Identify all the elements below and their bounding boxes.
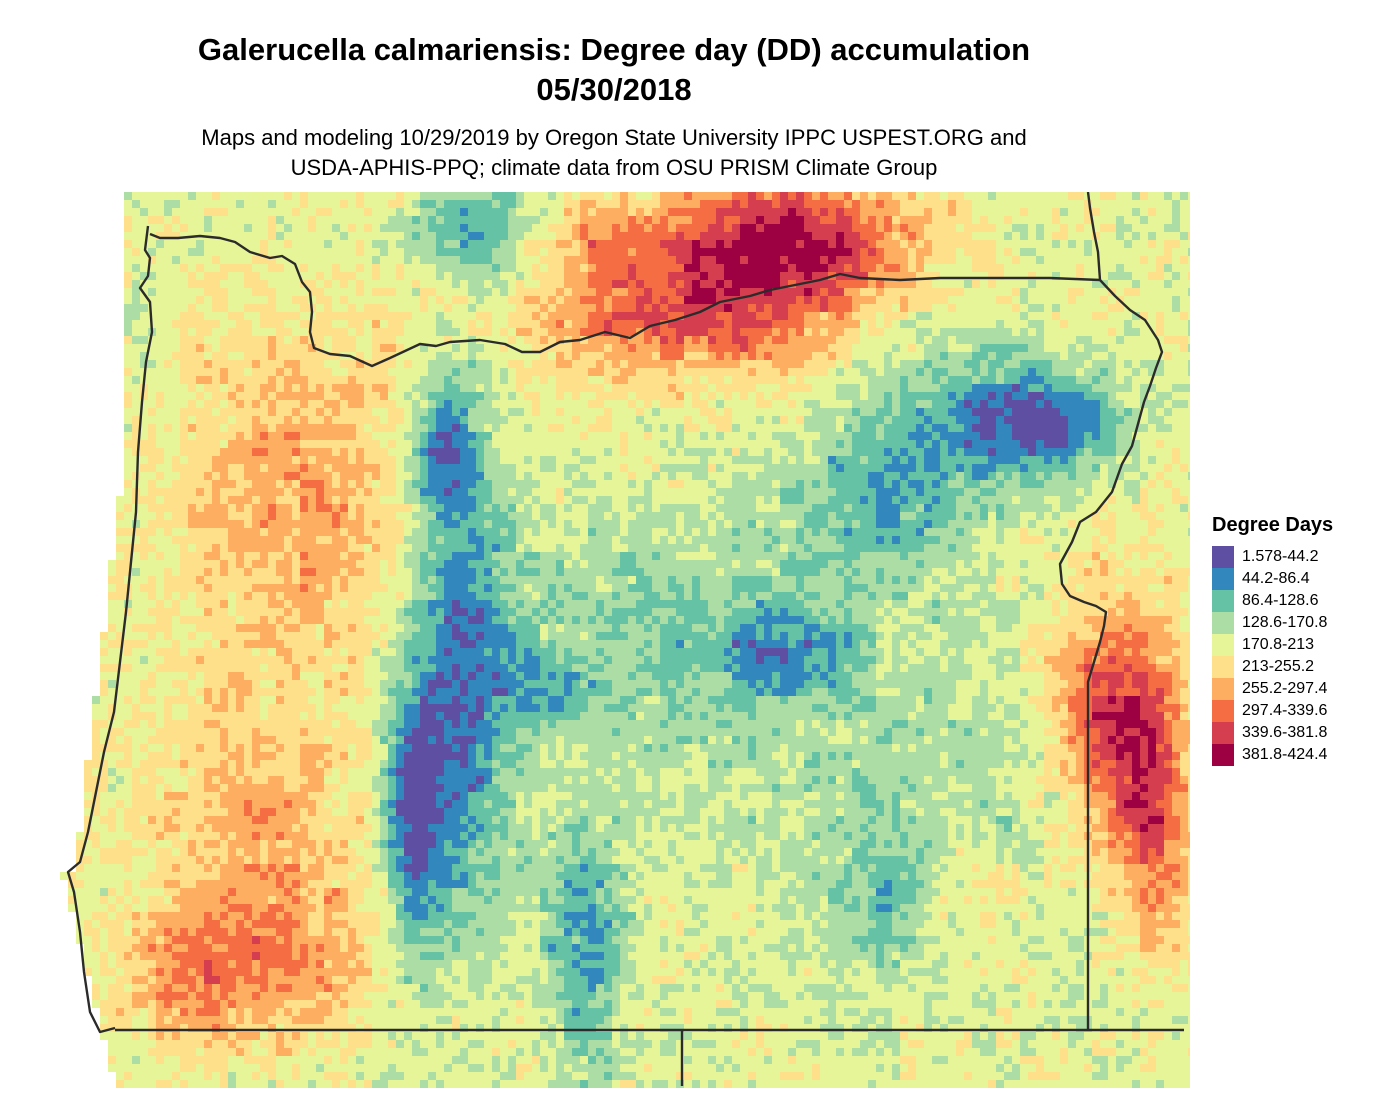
legend-label: 213-255.2 <box>1242 658 1315 675</box>
legend-label: 128.6-170.8 <box>1242 614 1328 631</box>
legend-item: 297.4-339.6 <box>1212 700 1333 722</box>
legend-title: Degree Days <box>1212 514 1334 536</box>
map-date: 05/30/2018 <box>536 72 692 107</box>
legend-label: 339.6-381.8 <box>1242 724 1328 741</box>
legend-item: 1.578-44.2 <box>1212 546 1333 568</box>
legend-item: 213-255.2 <box>1212 656 1333 678</box>
eastern-border <box>1058 279 1164 1030</box>
legend-items: 1.578-44.2 44.2-86.4 86.4-128.6 128.6-170.8… <box>1212 546 1333 766</box>
legend-label: 170.8-213 <box>1242 636 1315 653</box>
legend-label: 255.2-297.4 <box>1242 680 1328 697</box>
degree-day-map <box>60 192 1190 1088</box>
map-title: Galerucella calmariensis: Degree day (DD… <box>197 32 1031 67</box>
legend-swatch <box>1212 744 1234 766</box>
legend-item: 339.6-381.8 <box>1212 722 1333 744</box>
columbia-river <box>149 232 1101 368</box>
legend-item: 128.6-170.8 <box>1212 612 1333 634</box>
idaho-stub <box>1086 192 1102 281</box>
legend-label: 1.578-44.2 <box>1242 548 1319 565</box>
legend-label: 381.8-424.4 <box>1242 746 1328 763</box>
legend-label: 297.4-339.6 <box>1242 702 1328 719</box>
legend-swatch <box>1212 656 1234 678</box>
legend-swatch <box>1212 612 1234 634</box>
legend-item: 44.2-86.4 <box>1212 568 1333 590</box>
map-credit-line-1: Maps and modeling 10/29/2019 by Oregon S… <box>201 125 1027 150</box>
legend-swatch <box>1212 678 1234 700</box>
legend-item: 86.4-128.6 <box>1212 590 1333 612</box>
degree-day-raster <box>60 192 1190 1088</box>
legend-swatch <box>1212 722 1234 744</box>
map-credit-line-2: USDA-APHIS-PPQ; climate data from OSU PR… <box>290 155 938 180</box>
legend-swatch <box>1212 590 1234 612</box>
legend-swatch <box>1212 700 1234 722</box>
legend-item: 170.8-213 <box>1212 634 1333 656</box>
legend-swatch <box>1212 568 1234 590</box>
legend-swatch <box>1212 546 1234 568</box>
oregon-coastline <box>66 225 154 1034</box>
legend-item: 255.2-297.4 <box>1212 678 1333 700</box>
legend-swatch <box>1212 634 1234 656</box>
state-boundaries <box>66 192 1184 1086</box>
legend-item: 381.8-424.4 <box>1212 744 1333 766</box>
legend-label: 44.2-86.4 <box>1242 570 1310 587</box>
legend-label: 86.4-128.6 <box>1242 592 1319 609</box>
legend: Degree Days 1.578-44.2 44.2-86.4 86.4-128.… <box>1212 512 1333 766</box>
